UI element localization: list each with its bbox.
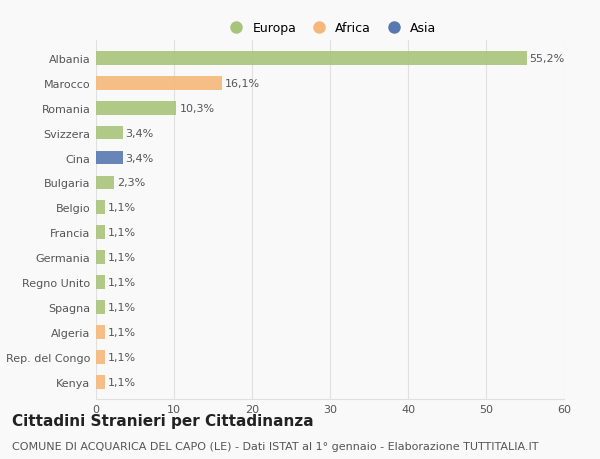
Text: 10,3%: 10,3% (179, 103, 215, 113)
Bar (96, 276, 104, 289)
Bar (96, 201, 104, 215)
Text: 1,1%: 1,1% (108, 228, 136, 238)
Text: 1,1%: 1,1% (108, 203, 136, 213)
Text: 2,3%: 2,3% (117, 178, 145, 188)
Text: 1,1%: 1,1% (108, 327, 136, 337)
Bar (96, 151, 122, 165)
Bar (96, 226, 104, 240)
Bar (96, 301, 104, 314)
Text: COMUNE DI ACQUARICA DEL CAPO (LE) - Dati ISTAT al 1° gennaio - Elaborazione TUTT: COMUNE DI ACQUARICA DEL CAPO (LE) - Dati… (12, 441, 539, 451)
Bar (96, 251, 104, 264)
Bar (96, 375, 104, 389)
Text: Cittadini Stranieri per Cittadinanza: Cittadini Stranieri per Cittadinanza (12, 413, 314, 428)
Bar (96, 350, 104, 364)
Text: 3,4%: 3,4% (125, 129, 154, 138)
Bar (96, 127, 122, 140)
Text: 1,1%: 1,1% (108, 352, 136, 362)
Bar (96, 52, 527, 66)
Text: 1,1%: 1,1% (108, 377, 136, 387)
Bar (96, 325, 104, 339)
Text: 1,1%: 1,1% (108, 278, 136, 287)
Bar (96, 176, 114, 190)
Bar (96, 77, 221, 90)
Text: 16,1%: 16,1% (224, 78, 260, 89)
Bar (96, 101, 176, 115)
Text: 1,1%: 1,1% (108, 252, 136, 263)
Text: 1,1%: 1,1% (108, 302, 136, 312)
Text: 3,4%: 3,4% (125, 153, 154, 163)
Text: 55,2%: 55,2% (530, 54, 565, 64)
Legend: Europa, Africa, Asia: Europa, Africa, Asia (219, 17, 441, 40)
